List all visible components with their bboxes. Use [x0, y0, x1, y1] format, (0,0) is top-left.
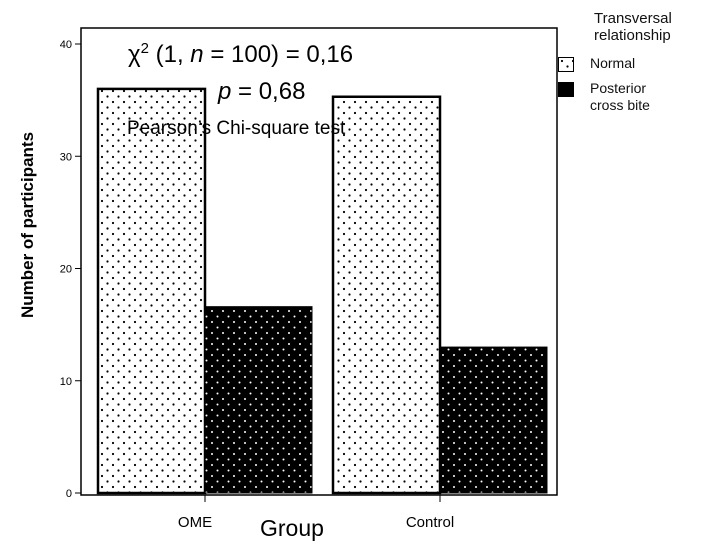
x-axis-ticks: OME Control [178, 495, 454, 531]
chi-n-symbol: n [190, 41, 204, 68]
y-axis-ticks: 0 10 20 30 40 [60, 39, 81, 500]
legend-swatch-posterior-cross-bite [558, 82, 574, 97]
y-tick-label: 20 [60, 264, 72, 276]
x-tick-label-control: Control [406, 514, 454, 531]
x-axis-label: Group [260, 515, 324, 541]
legend-label-posterior-cross-bite: Posterior cross bite [590, 80, 650, 113]
bars-group [96, 87, 548, 495]
y-tick-label: 30 [60, 151, 72, 163]
y-tick-label: 0 [66, 488, 72, 500]
plot-area-frame [80, 27, 558, 496]
legend-title: Transversal relationship [594, 10, 672, 44]
y-axis-label: Number of participants [18, 131, 37, 319]
y-tick-label: 40 [60, 39, 72, 51]
chi-post-n: = 100) = 0,16 [203, 41, 354, 68]
x-tick-label-ome: OME [178, 514, 212, 531]
bar-ome-normal [96, 87, 207, 495]
legend-label-normal: Normal [590, 55, 636, 71]
p-value: = 0,68 [231, 78, 306, 105]
test-name-annotation: Pearson’s Chi-square test [127, 118, 346, 139]
p-symbol: p [218, 78, 232, 105]
chi-pre-n: (1, [148, 41, 191, 68]
legend-item-normal: Normal [558, 55, 635, 72]
p-value-annotation: p = 0,68 [218, 78, 305, 106]
chi-symbol: χ [128, 41, 141, 68]
bar-control-normal [331, 95, 442, 495]
legend-item-posterior-cross-bite: Posterior cross bite [558, 80, 680, 114]
bar-ome-posterior-cross-bite [204, 306, 313, 494]
chi-superscript: 2 [140, 40, 149, 57]
bar-control-posterior-cross-bite [439, 346, 548, 494]
chi-square-annotation: χ2 (1, n = 100) = 0,16 [128, 40, 353, 69]
y-tick-label: 10 [60, 376, 72, 388]
legend-swatch-normal [558, 57, 574, 72]
